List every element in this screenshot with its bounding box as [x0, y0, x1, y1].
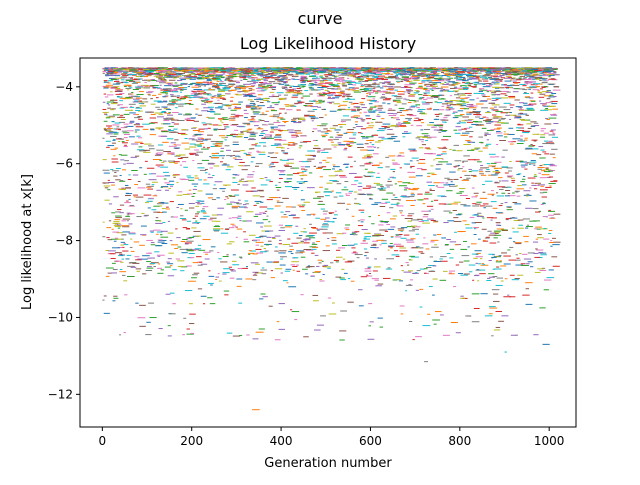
figure-suptitle: curve — [298, 9, 343, 28]
chart-title: Log Likelihood History — [240, 34, 416, 53]
